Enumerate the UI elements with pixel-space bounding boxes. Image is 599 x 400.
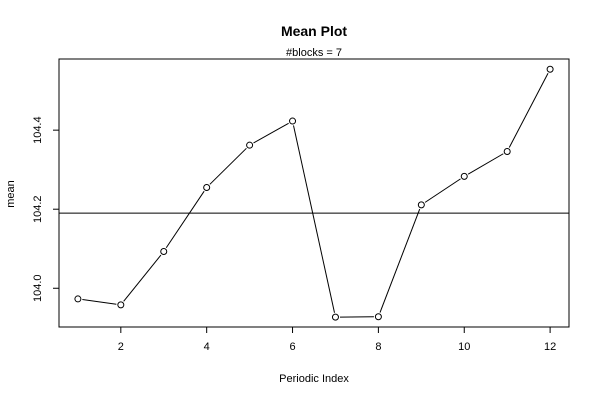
x-tick-label: 2 (118, 341, 124, 353)
data-point (117, 301, 125, 309)
data-point (374, 313, 382, 321)
chart-subtitle: #blocks = 7 (286, 47, 342, 59)
series-segment (467, 153, 504, 175)
data-point (503, 147, 511, 155)
y-axis-label: mean (5, 180, 17, 208)
x-tick-label: 10 (458, 341, 470, 353)
series-segment (379, 208, 421, 313)
series-segment (82, 299, 117, 305)
data-point (160, 248, 168, 256)
data-point (289, 117, 297, 125)
series-segment (165, 190, 205, 249)
data-point (74, 295, 82, 303)
chart-title: Mean Plot (281, 23, 347, 39)
x-tick-label: 8 (375, 341, 381, 353)
data-point (460, 172, 468, 180)
x-axis-label: Periodic Index (279, 373, 349, 385)
series-segment (424, 178, 461, 203)
data-point (546, 65, 554, 73)
series-segment (253, 122, 289, 144)
axes-layer: 2 4 6 8 10 12 104.0 104.2 104.4 (32, 116, 556, 353)
series-segment (508, 73, 549, 148)
data-point (331, 313, 339, 321)
data-point (417, 201, 425, 209)
x-tick-label: 12 (544, 341, 556, 353)
series-segment (293, 125, 335, 313)
data-point (246, 141, 254, 149)
x-tick-label: 6 (289, 341, 295, 353)
data-point (203, 183, 211, 191)
y-tick-label: 104.4 (32, 116, 44, 144)
series-segment (123, 254, 162, 302)
series-layer (74, 65, 554, 321)
y-tick-label: 104.2 (32, 195, 44, 223)
x-tick-label: 4 (204, 341, 210, 353)
series-segment (209, 147, 247, 185)
y-tick-label: 104.0 (32, 274, 44, 302)
